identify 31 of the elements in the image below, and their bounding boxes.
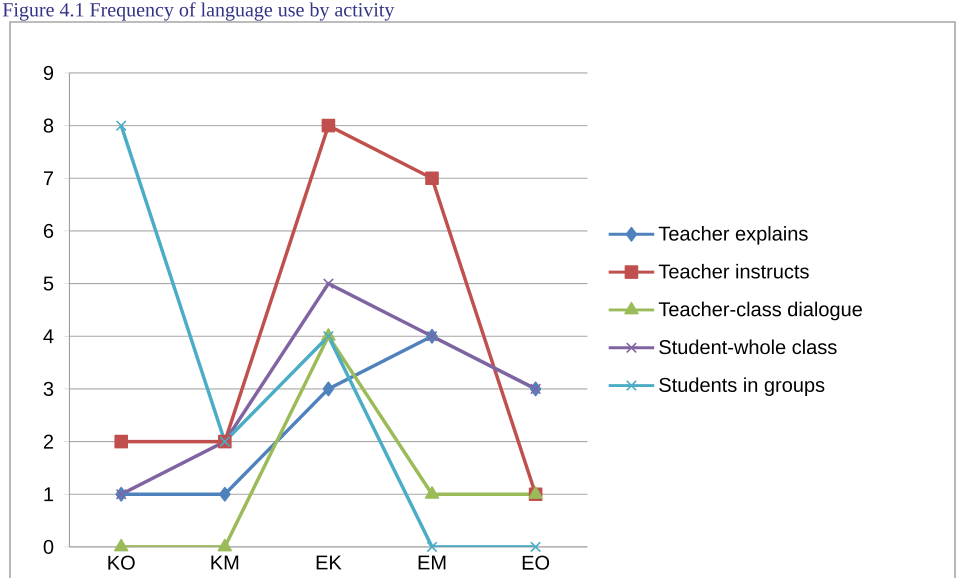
y-tick-label: 6: [44, 224, 54, 238]
point: [322, 330, 334, 342]
x-tick-label: KM: [211, 556, 238, 570]
x-tick-label: EM: [418, 556, 446, 570]
y-tick-label: 4: [43, 329, 54, 344]
legend-label: Teacher explains: [658, 226, 808, 245]
point: [530, 541, 542, 552]
y-tick-label: 3: [44, 382, 54, 396]
y-tick-label: 2: [44, 434, 54, 449]
point: [219, 486, 231, 502]
point: [114, 434, 128, 448]
legend-label: Student-whole class: [659, 340, 837, 354]
x-tick-label: EK: [316, 556, 342, 570]
y-tick-label: 5: [44, 276, 54, 291]
x-tick-label: KO: [108, 556, 135, 570]
point: [425, 171, 439, 186]
point: [322, 278, 334, 290]
point: [116, 120, 127, 132]
point: [322, 118, 336, 132]
legend-label: Teacher-class dialogue: [658, 302, 862, 320]
y-tick-label: 1: [44, 487, 54, 502]
y-tick-label: 8: [44, 118, 54, 133]
x-tick-label: EO: [522, 556, 550, 570]
point: [426, 541, 438, 552]
chart-title: Figure 4.1 Frequency of language use by activity: [2, 2, 394, 21]
legend-label: Students in groups: [659, 377, 824, 396]
y-tick-label: 7: [44, 171, 54, 186]
y-tick-label: 0: [44, 540, 54, 554]
y-tick-label: 9: [44, 66, 54, 80]
point: [322, 381, 334, 396]
legend-label: Teacher instructs: [658, 264, 809, 279]
